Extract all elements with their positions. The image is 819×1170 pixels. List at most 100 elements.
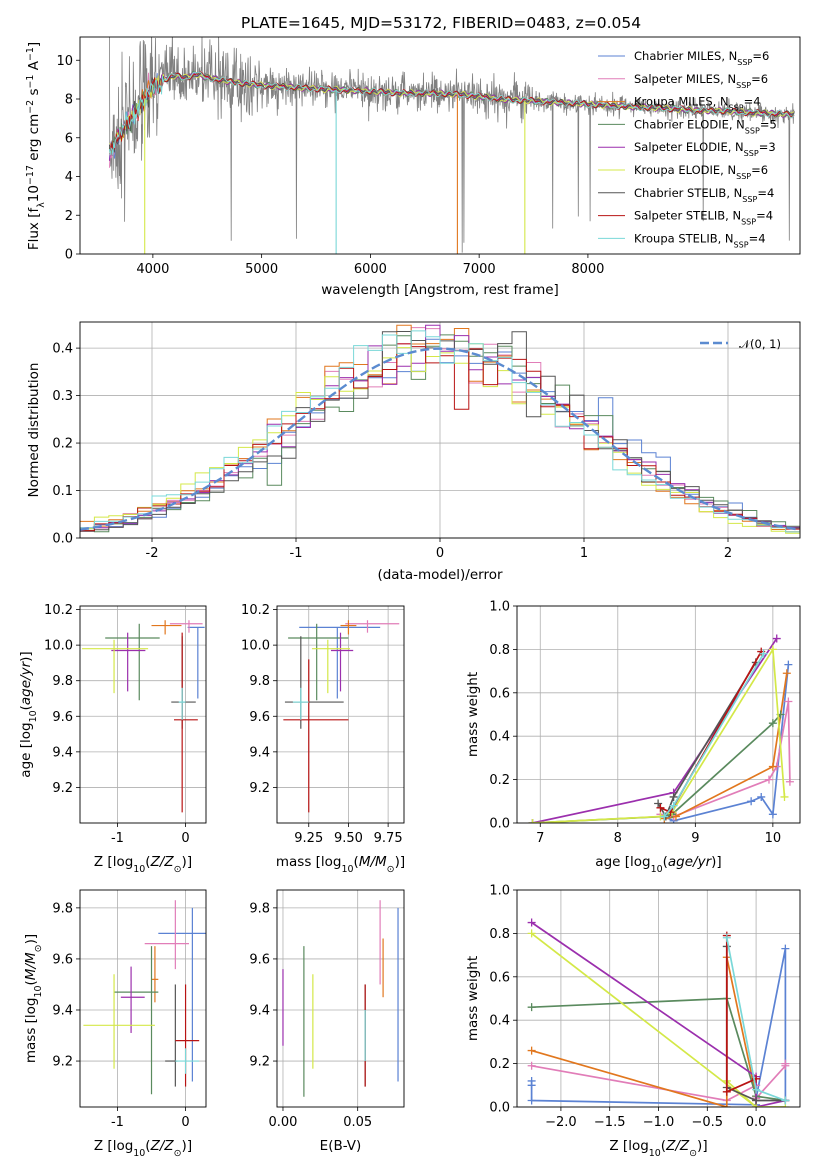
y-tick-label: 9.2 [249,781,270,796]
legend-label: Kroupa STELIB, NSSP=4 [634,231,766,249]
x-tick-label: 0.0 [746,1115,767,1130]
x-axis-label: (data-model)/error [377,567,503,583]
errorbars [282,900,399,1097]
weight-marker-chabrier_stelib [654,799,663,808]
legend-label: 𝒩(0, 1) [739,337,781,351]
y-tick-label: 2 [65,209,73,224]
y-axis-label: Normed distribution [26,363,42,498]
weight-marker-salpeter_miles [784,697,793,706]
weight-marker-kroupa_miles [722,1103,731,1107]
x-tick-label: 7 [536,831,544,846]
legend-label: Salpeter MILES, NSSP=6 [634,72,768,90]
y-tick-label: 8 [65,93,73,108]
x-tick-label: 9.25 [294,831,323,846]
weight-line-kroupa_miles [664,673,788,820]
axes-frame [276,889,405,1108]
x-tick-label: −2.0 [545,1115,577,1130]
x-tick-label: 0 [181,1115,189,1130]
weight-marker-chabrier_miles [747,797,756,806]
weight-marker-kroupa_stelib [722,933,731,942]
y-tick-label: 0.8 [489,643,510,658]
y-tick-label: 0.0 [52,532,73,547]
x-tick-label: 5000 [245,262,278,277]
axes-frame [79,889,207,1108]
weight-marker-kroupa_stelib [759,649,768,658]
weight-line-chabrier_elodie [531,997,786,1102]
x-axis-label: mass [log10(M/M⊙)] [276,854,405,875]
weight-marker-chabrier_stelib [752,1096,761,1105]
legend-label: Chabrier MILES, NSSP=6 [634,49,769,67]
y-tick-label: 0.2 [489,773,510,788]
normal-curve [80,347,800,531]
y-tick-label: 0.4 [489,1014,510,1029]
errorbars [83,900,206,1095]
x-tick-label: 2 [724,546,732,561]
weight-marker-kroupa_miles [768,762,777,771]
y-tick-label: 0.6 [489,970,510,985]
x-tick-label: 9 [691,831,699,846]
weight-marker-salpeter_miles [781,1059,790,1068]
x-axis-label: Z [log10(Z/Z⊙)] [94,1138,192,1159]
x-tick-label: 9.50 [334,831,363,846]
weight-marker-kroupa_miles [527,1046,536,1055]
weight-marker-kroupa_elodie [528,819,537,823]
y-tick-label: 9.4 [249,745,270,760]
x-tick-label: 4000 [136,262,169,277]
weight-marker-salpeter_elodie [527,918,536,927]
weight-marker-chabrier_miles [757,792,766,801]
y-tick-label: 10.2 [44,603,73,618]
x-tick-label: 0.05 [343,1115,372,1130]
axes-frame [516,889,801,1108]
y-tick-label: 10.0 [44,639,73,654]
x-tick-label: 9.75 [374,831,403,846]
axes-frame [79,321,801,539]
weight-marker-kroupa_stelib [781,1096,790,1105]
panel-age_vs_Z: -1 0 9.2 9.4 9.6 9.8 10.0 10.2 Z [log10(Z/Z⊙)] ag… [18,603,207,875]
y-axis-label: Flux [fλ10−17 erg cm−2 s−1 A−1] [25,42,47,250]
weight-marker-kroupa_miles [782,669,791,678]
y-tick-label: 10.0 [241,639,270,654]
x-axis-label: age [log10(age/yr)] [595,854,721,875]
weight-marker-salpeter_miles [527,1061,536,1070]
errorbars [283,620,400,813]
y-tick-label: 0.4 [489,730,510,745]
figure-title: PLATE=1645, MJD=53172, FIBERID=0483, z=0… [241,14,641,32]
y-tick-label: 9.8 [52,674,73,689]
x-axis-label: Z [log10(Z/Z⊙)] [94,854,192,875]
weight-line-chabrier_stelib [657,661,757,819]
panel-mass_vs_Z: -1 0 9.2 9.4 9.6 9.8 Z [log10(Z/Z⊙)] mass [log1… [23,889,207,1159]
weight-marker-kroupa_elodie [780,792,789,801]
x-tick-label: -1 [290,546,303,561]
weight-marker-chabrier_elodie [527,1003,536,1012]
legend-label: Chabrier STELIB, NSSP=4 [634,186,774,204]
x-tick-label: -1 [111,831,124,846]
weight-marker-kroupa_stelib [660,812,669,821]
weight-lines [528,634,794,823]
histograms [80,324,800,534]
y-tick-label: 9.2 [249,1055,270,1070]
y-tick-label: 0 [65,248,73,263]
y-tick-label: 10.2 [241,603,270,618]
y-tick-label: 10 [56,54,73,69]
y-axis-label: age [log10(age/yr)] [18,651,39,777]
axes-frame [79,36,801,255]
y-tick-label: 0.2 [489,1057,510,1072]
model-chabrier_stelib [108,72,795,156]
weight-line-salpeter_elodie [532,638,778,823]
weight-marker-kroupa_stelib [752,1085,761,1094]
x-tick-label: 0 [181,831,189,846]
legend-label: Chabrier ELODIE, NSSP=5 [634,117,777,135]
y-axis-label: mass [log10(M/M⊙)] [23,934,44,1063]
weight-marker-chabrier_elodie [768,719,777,728]
weight-marker-chabrier_miles [527,1096,536,1105]
weight-marker-salpeter_stelib [722,1087,731,1096]
spectrum-lines [108,37,795,254]
panel-spectrum: 4000 5000 6000 7000 8000 0 2 4 6 8 10 wavelength [A… [25,36,801,298]
y-tick-label: 1.0 [489,600,510,615]
x-axis-label: wavelength [Angstrom, rest frame] [321,282,559,298]
weight-line-kroupa_miles [531,957,757,1107]
y-tick-label: 9.6 [249,952,270,967]
weight-marker-chabrier_miles [527,1081,536,1090]
weight-marker-salpeter_miles [785,777,794,786]
x-axis-label: E(B-V) [320,1138,362,1154]
